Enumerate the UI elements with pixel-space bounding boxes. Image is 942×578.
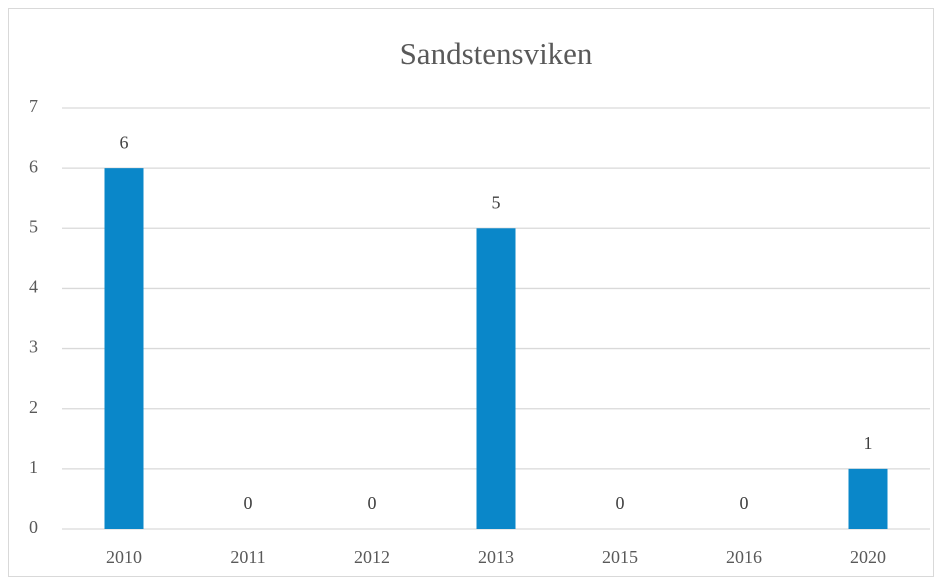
data-label: 0	[740, 493, 749, 513]
bar	[848, 468, 888, 529]
x-tick-label: 2011	[230, 547, 265, 567]
x-tick-label: 2020	[850, 547, 886, 567]
y-tick-label: 3	[29, 337, 38, 357]
y-tick-label: 4	[29, 277, 38, 297]
x-tick-label: 2010	[106, 547, 142, 567]
chart-frame	[8, 8, 934, 577]
x-tick-label: 2015	[602, 547, 638, 567]
x-tick-label: 2016	[726, 547, 762, 567]
data-label: 6	[120, 132, 129, 152]
bar	[104, 168, 144, 529]
chart-title: Sandstensviken	[400, 36, 593, 71]
y-tick-label: 7	[29, 96, 38, 116]
x-tick-label: 2012	[354, 547, 390, 567]
data-label: 0	[616, 493, 625, 513]
y-tick-label: 6	[29, 156, 38, 176]
y-tick-label: 2	[29, 397, 38, 417]
bar	[476, 228, 516, 530]
y-tick-label: 1	[29, 457, 38, 477]
y-tick-label: 5	[29, 216, 38, 236]
data-label: 0	[368, 493, 377, 513]
x-tick-label: 2013	[478, 547, 514, 567]
data-label: 0	[244, 493, 253, 513]
data-label: 5	[492, 192, 501, 212]
y-tick-label: 0	[29, 517, 38, 537]
data-label: 1	[864, 433, 873, 453]
